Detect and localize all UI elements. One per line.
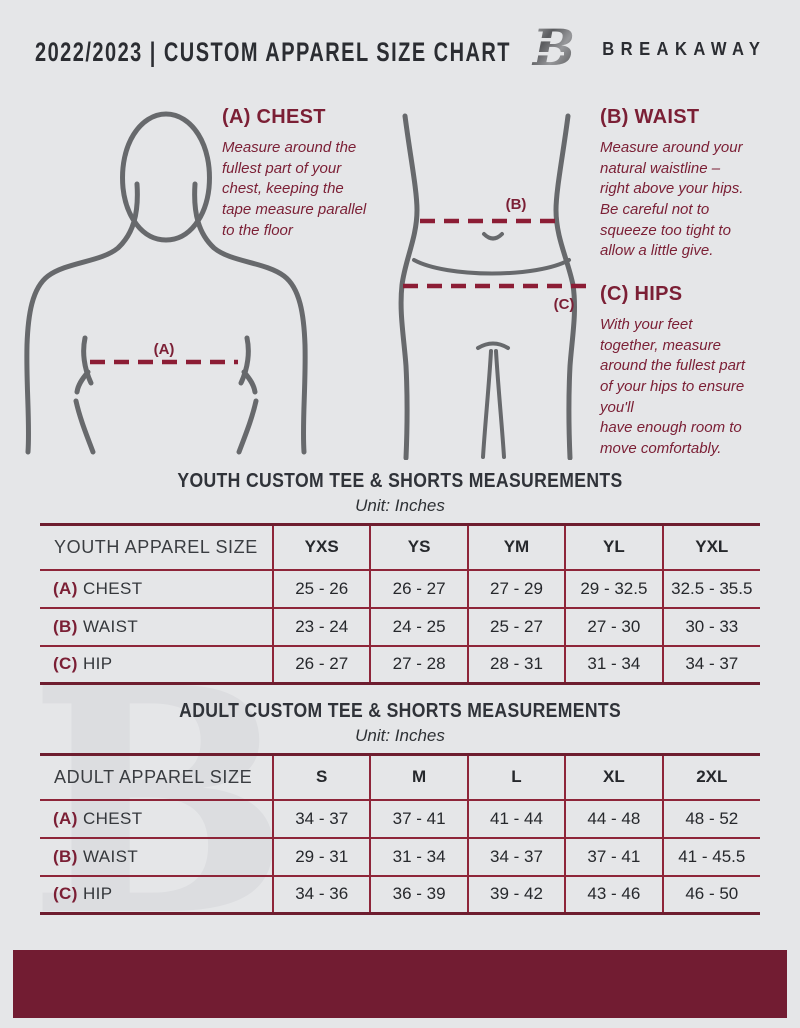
row-label: (C) HIP (53, 884, 113, 904)
table-cell: 28 - 31 (466, 645, 566, 684)
table-cell: 27 - 28 (369, 645, 468, 684)
adult-size-table: ADULT APPAREL SIZE S M L XL 2XL (A) CHES… (40, 753, 760, 915)
chest-instruction: (A) CHEST Measure around the fullest par… (222, 106, 398, 241)
table-cell: 34 - 37 (661, 645, 760, 684)
table-cell: 31 - 34 (369, 837, 468, 876)
adult-table-unit: Unit: Inches (355, 726, 445, 745)
column-header: YXL (661, 524, 760, 570)
svg-text:B: B (531, 22, 574, 76)
table-cell: 25 - 27 (466, 607, 566, 646)
column-header: L (466, 754, 566, 800)
table-cell: 41 - 44 (466, 799, 566, 838)
table-row: (C) HIP 34 - 36 36 - 39 39 - 42 43 - 46 … (40, 875, 760, 914)
table-cell: 48 - 52 (661, 799, 760, 838)
table-cell: 34 - 37 (466, 837, 566, 876)
table-cell: 37 - 41 (369, 799, 468, 838)
table-row: (B) WAIST 29 - 31 31 - 34 34 - 37 37 - 4… (40, 837, 760, 876)
table-cell: 39 - 42 (466, 875, 566, 914)
table-cell: 43 - 46 (564, 875, 663, 914)
lower-body-diagram: (B) (C) (398, 113, 588, 460)
chest-instruction-body: Measure around the fullest part of your … (222, 139, 367, 239)
row-label: (B) WAIST (53, 616, 139, 636)
adult-size-corner-header: ADULT APPAREL SIZE (54, 766, 253, 787)
table-cell: 29 - 31 (271, 837, 371, 876)
table-row: (B) WAIST 23 - 24 24 - 25 25 - 27 27 - 3… (40, 607, 760, 646)
brand-logo-b-icon: B (531, 22, 574, 76)
table-cell: 34 - 37 (271, 799, 371, 838)
footer-bar (13, 950, 787, 1018)
table-cell: 36 - 39 (369, 875, 468, 914)
table-cell: 27 - 30 (564, 607, 663, 646)
table-cell: 34 - 36 (271, 875, 371, 914)
row-label: (C) HIP (53, 654, 113, 674)
youth-size-corner-header: YOUTH APPAREL SIZE (54, 536, 258, 557)
waist-instruction-heading: (B) WAIST (600, 106, 700, 128)
hips-instruction-body: With your feet together, measure around … (600, 316, 746, 458)
row-label: (B) WAIST (53, 846, 139, 866)
column-header: YXS (271, 524, 371, 570)
brand-watermark-letter: B (28, 621, 290, 985)
table-cell: 44 - 48 (564, 799, 663, 838)
table-cell: 26 - 27 (369, 569, 468, 608)
column-header: S (271, 754, 371, 800)
table-row: (A) CHEST 25 - 26 26 - 27 27 - 29 29 - 3… (40, 569, 760, 608)
upper-body-diagram: (A) (24, 111, 308, 455)
column-header: M (369, 754, 468, 800)
hips-line-label: (C) (554, 296, 575, 313)
table-cell: 41 - 45.5 (661, 837, 760, 876)
page-title: 2022/2023 | CUSTOM APPAREL SIZE CHART (35, 37, 511, 67)
youth-size-table: YOUTH APPAREL SIZE YXS YS YM YL YXL (A) … (40, 523, 760, 685)
table-cell: 31 - 34 (564, 645, 663, 684)
table-cell: 46 - 50 (661, 875, 760, 914)
row-label: (A) CHEST (53, 578, 143, 598)
brand-logo: B BREAKAWAY (528, 22, 766, 76)
youth-header-row: YOUTH APPAREL SIZE YXS YS YM YL YXL (40, 524, 760, 570)
chest-instruction-heading: (A) CHEST (222, 106, 326, 128)
youth-table-title: YOUTH CUSTOM TEE & SHORTS MEASUREMENTS (177, 470, 623, 492)
table-cell: 27 - 29 (466, 569, 566, 608)
column-header: XL (564, 754, 663, 800)
table-cell: 29 - 32.5 (564, 569, 663, 608)
column-header: YS (369, 524, 468, 570)
column-header: YM (466, 524, 566, 570)
table-cell: 32.5 - 35.5 (661, 569, 760, 608)
waist-instruction-body: Measure around your natural waistline – … (600, 139, 744, 260)
row-label: (A) CHEST (53, 808, 143, 828)
chest-line-label: (A) (154, 341, 175, 358)
table-cell: 26 - 27 (271, 645, 371, 684)
adult-header-row: ADULT APPAREL SIZE S M L XL 2XL (40, 754, 760, 800)
table-cell: 25 - 26 (271, 569, 371, 608)
column-header: 2XL (661, 754, 760, 800)
page-header: 2022/2023 | CUSTOM APPAREL SIZE CHART B (0, 0, 800, 90)
table-cell: 23 - 24 (271, 607, 371, 646)
table-cell: 24 - 25 (369, 607, 468, 646)
hips-instruction-heading: (C) HIPS (600, 283, 683, 305)
adult-table-title: ADULT CUSTOM TEE & SHORTS MEASUREMENTS (178, 700, 621, 722)
waist-line-label: (B) (506, 196, 527, 213)
table-row: (C) HIP 26 - 27 27 - 28 28 - 31 31 - 34 … (40, 645, 760, 684)
table-cell: 37 - 41 (564, 837, 663, 876)
brand-name: BREAKAWAY (601, 38, 766, 59)
hips-instruction: (C) HIPS With your feet together, measur… (600, 283, 792, 460)
table-cell: 30 - 33 (661, 607, 760, 646)
table-row: (A) CHEST 34 - 37 37 - 41 41 - 44 44 - 4… (40, 799, 760, 838)
column-header: YL (564, 524, 663, 570)
waist-instruction: (B) WAIST Measure around your natural wa… (600, 106, 792, 262)
youth-table-unit: Unit: Inches (355, 496, 445, 515)
